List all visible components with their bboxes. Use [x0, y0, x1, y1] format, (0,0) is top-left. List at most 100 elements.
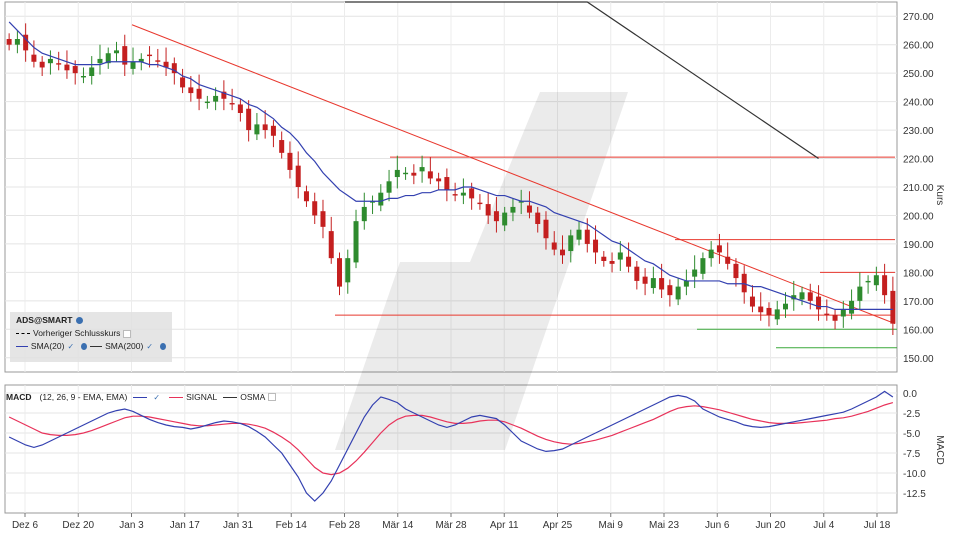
candle-body: [692, 269, 698, 277]
y-tick-label: 180.00: [903, 268, 934, 279]
candle-body: [584, 229, 590, 244]
candle-body: [799, 292, 805, 300]
candle-body: [758, 306, 764, 313]
candle-body: [345, 258, 351, 283]
candle-body: [535, 212, 541, 224]
macd-legend: MACD (12, 26, 9 - EMA, EMA) ✓ SIGNAL OSM…: [6, 391, 277, 403]
candle-body: [171, 63, 177, 74]
candle-body: [469, 188, 475, 199]
candle-body: [196, 88, 202, 99]
candle-body: [64, 64, 70, 71]
candle-body: [122, 46, 128, 65]
candle-body: [840, 309, 846, 317]
candle-body: [31, 54, 37, 62]
candle-body: [502, 212, 508, 226]
y-tick-label: 170.00: [903, 297, 934, 308]
toggle-box[interactable]: [268, 393, 277, 401]
candle-body: [626, 256, 632, 267]
price-legend: ADS@SMARTo Vorheriger Schlusskurs SMA(20…: [10, 312, 172, 362]
candle-body: [130, 61, 136, 69]
y-tick-label: 220.00: [903, 155, 934, 166]
macd-label: MACD: [6, 392, 32, 402]
x-tick-label: Apr 11: [490, 520, 519, 531]
candle-body: [460, 192, 466, 196]
y-tick-label: 270.00: [903, 12, 934, 23]
candle-body: [708, 249, 714, 259]
candle-body: [138, 58, 144, 62]
candle-body: [279, 140, 285, 153]
watermark-logo: [335, 92, 628, 450]
candle-body: [213, 95, 219, 102]
candle-body: [72, 66, 78, 74]
x-tick-label: Mai 9: [599, 520, 624, 531]
symbol-label: ADS@SMART: [16, 315, 73, 325]
candle-body: [386, 181, 392, 193]
candle-body: [204, 101, 210, 104]
candle-body: [667, 285, 673, 296]
candle-body: [237, 104, 243, 113]
candle-body: [254, 124, 260, 135]
x-tick-label: Dez 6: [12, 520, 39, 531]
check-icon[interactable]: ✓: [153, 392, 161, 402]
settings-icon[interactable]: o: [76, 317, 84, 324]
y-tick-label: 240.00: [903, 98, 934, 109]
candle-body: [295, 165, 301, 187]
candle-body: [394, 169, 400, 178]
candle-body: [609, 261, 615, 264]
candle-body: [675, 286, 681, 300]
settings-icon[interactable]: o: [160, 343, 166, 350]
candle-body: [543, 219, 549, 239]
candle-body: [80, 76, 86, 78]
y-axis-title: MACD: [934, 435, 945, 464]
candle-body: [593, 239, 599, 253]
sma200-label: SMA(200): [105, 341, 144, 351]
candle-body: [477, 202, 483, 205]
candle-body: [882, 275, 888, 296]
candle-body: [312, 201, 318, 216]
candle-body: [262, 124, 268, 131]
x-tick-label: Jun 6: [705, 520, 730, 531]
y-tick-label: -7.5: [903, 449, 921, 460]
candle-body: [320, 211, 326, 227]
candle-body: [741, 273, 747, 293]
osma-label: OSMA: [240, 392, 266, 402]
candle-body: [865, 280, 871, 283]
candle-body: [857, 286, 863, 301]
candle-body: [361, 206, 367, 222]
candle-body: [526, 205, 532, 213]
y-tick-label: 230.00: [903, 126, 934, 137]
y-tick-label: 150.00: [903, 354, 934, 365]
candle-body: [807, 292, 813, 301]
candle-body: [89, 67, 95, 76]
candle-body: [617, 252, 623, 260]
candle-body: [378, 192, 384, 206]
y-tick-label: 260.00: [903, 41, 934, 52]
candle-body: [824, 313, 830, 316]
candle-body: [749, 296, 755, 307]
trend-line: [131, 24, 896, 325]
candle-body: [601, 256, 607, 261]
candle-body: [270, 125, 276, 136]
y-tick-label: -12.5: [903, 489, 926, 500]
candle-body: [816, 296, 822, 310]
candle-body: [353, 221, 359, 263]
y-axis-title: Kurs: [934, 185, 945, 206]
y-tick-label: -10.0: [903, 469, 926, 480]
x-tick-label: Jan 3: [119, 520, 144, 531]
x-tick-label: Jan 17: [170, 520, 200, 531]
candle-body: [56, 63, 62, 65]
x-tick-label: Mär 14: [382, 520, 414, 531]
x-tick-label: Dez 20: [62, 520, 94, 531]
candle-body: [725, 256, 731, 264]
check-icon[interactable]: ✓: [67, 342, 75, 351]
toggle-box[interactable]: [123, 329, 132, 338]
candle-body: [700, 258, 706, 274]
x-tick-label: Feb 28: [329, 520, 361, 531]
candle-body: [650, 278, 656, 289]
candle-body: [452, 194, 458, 196]
check-icon[interactable]: ✓: [146, 342, 154, 351]
candle-body: [766, 307, 772, 316]
candle-body: [568, 235, 574, 252]
settings-icon[interactable]: o: [81, 343, 88, 350]
candle-body: [229, 103, 235, 105]
